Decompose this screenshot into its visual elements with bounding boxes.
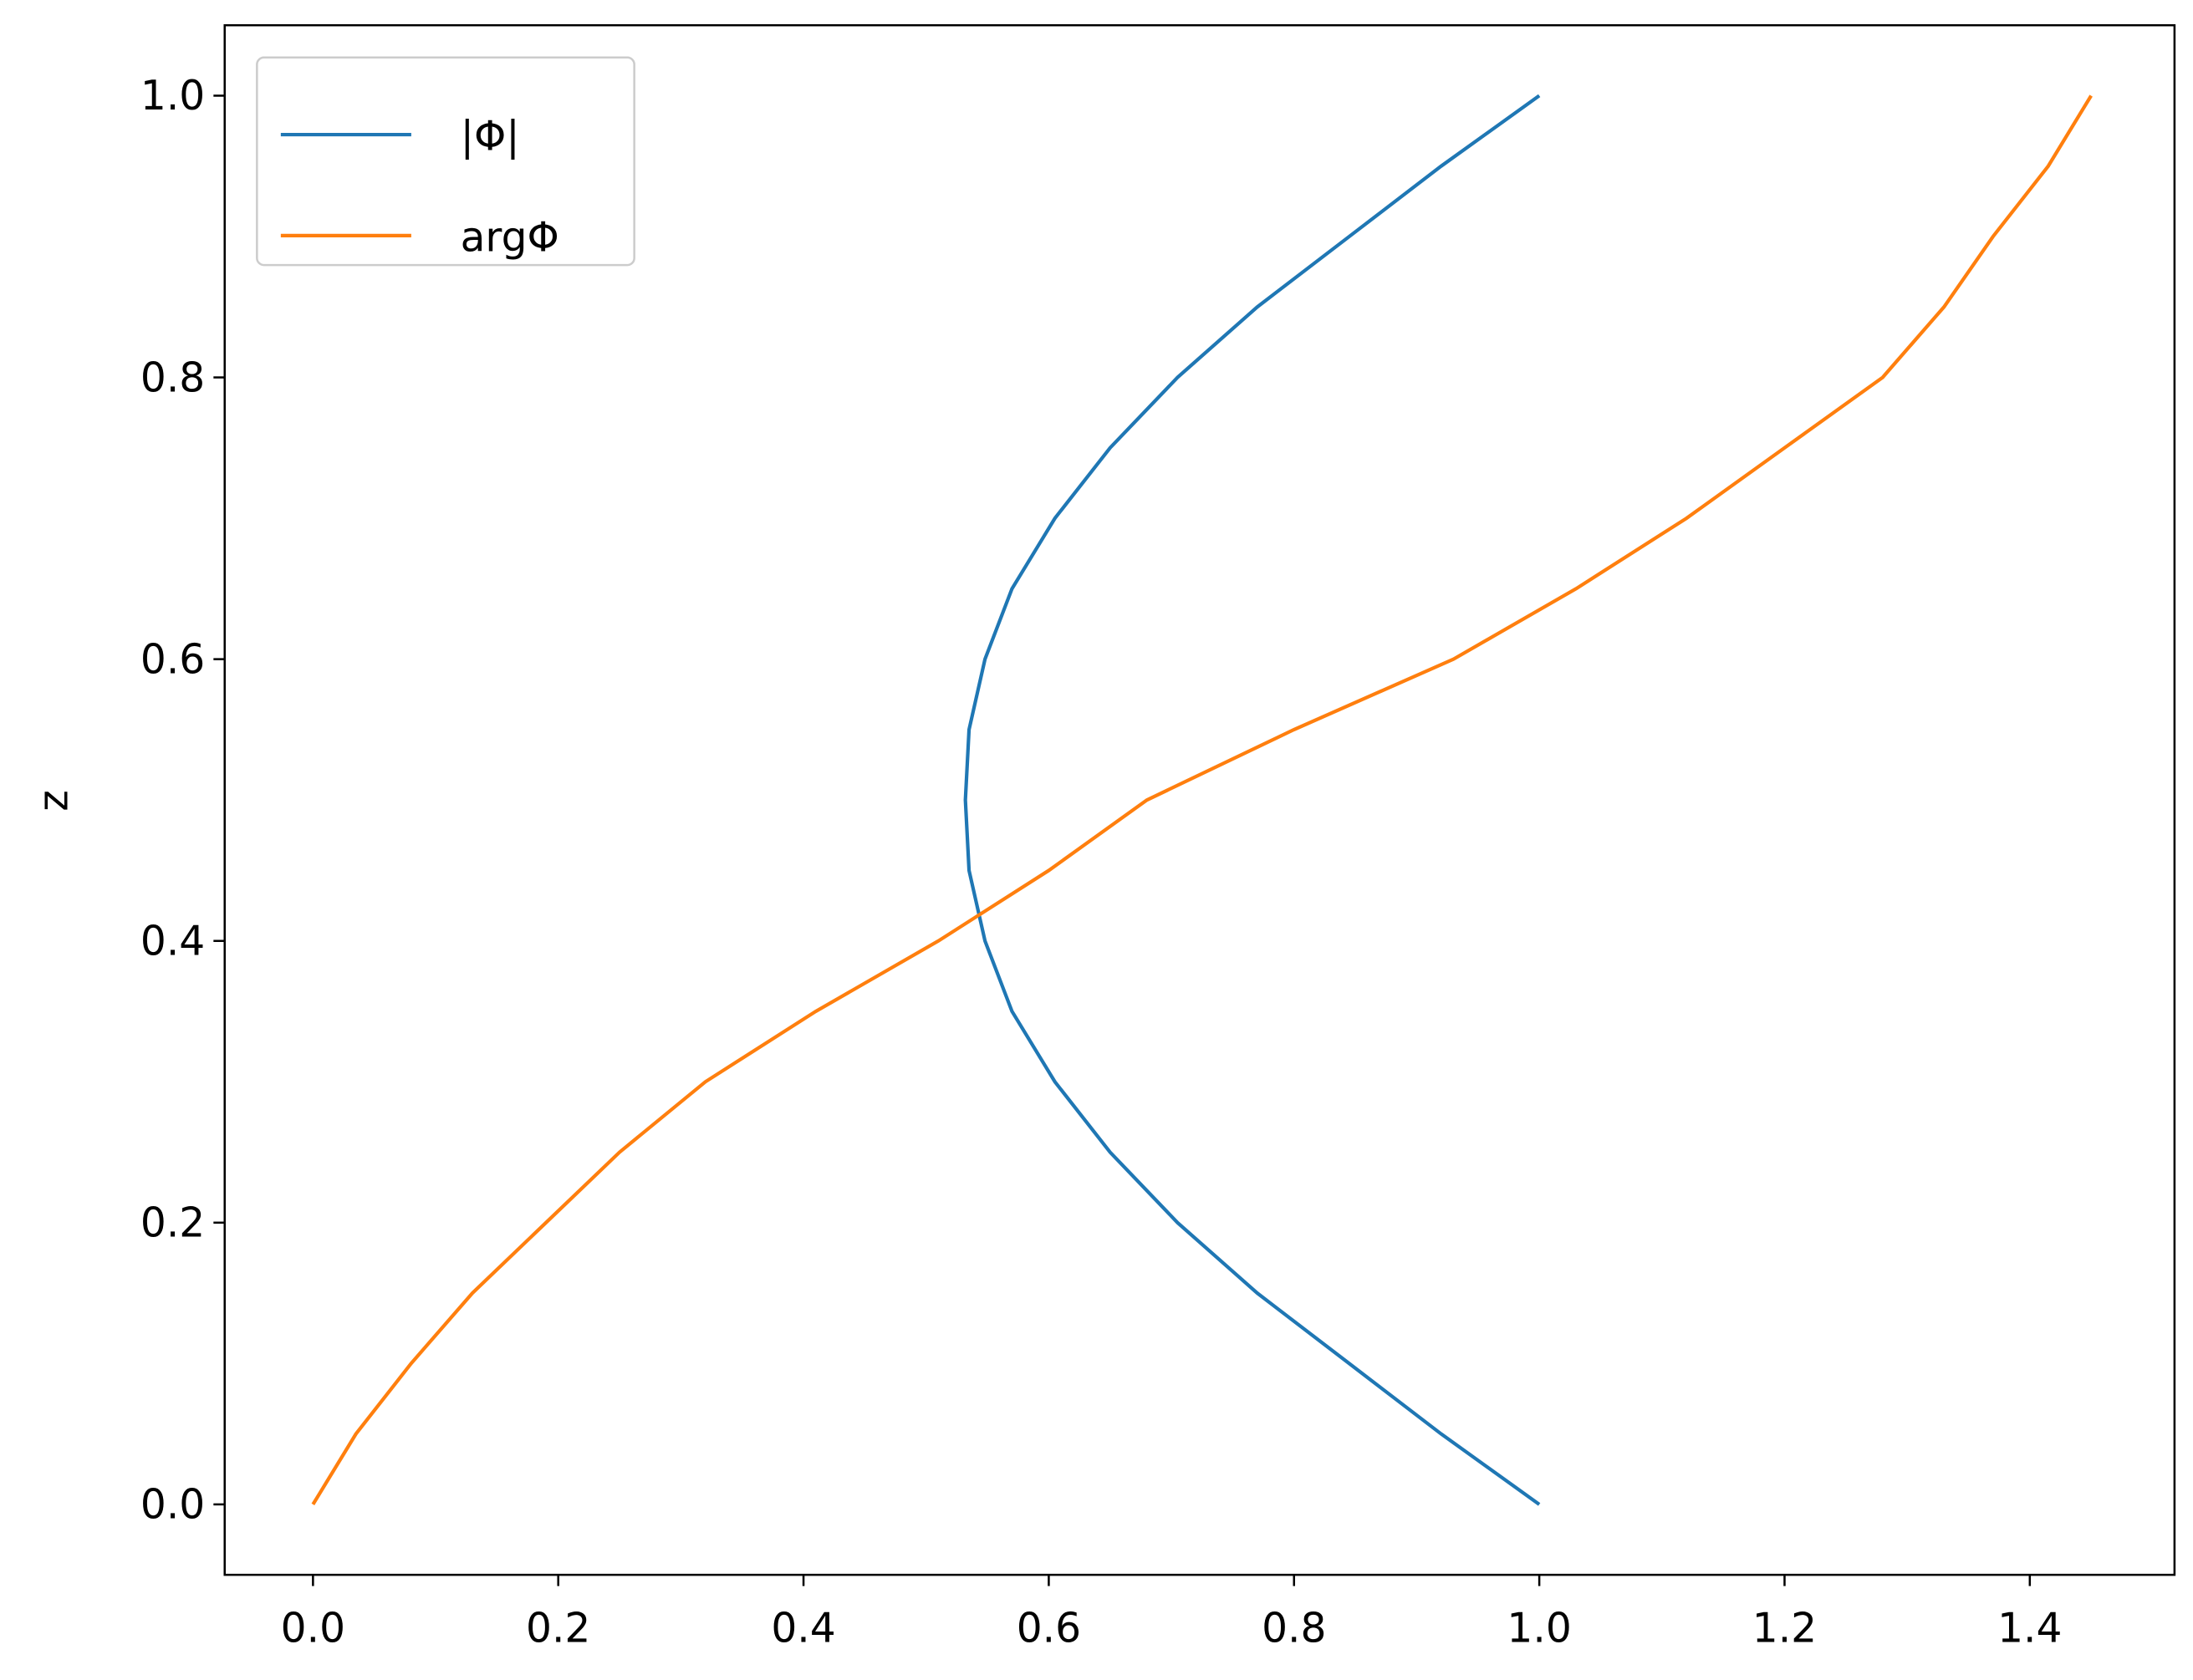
x-tick-label: 1.2 xyxy=(1752,1606,1817,1652)
data-line xyxy=(963,94,1541,1506)
y-axis-label: z xyxy=(30,790,77,812)
x-tick-label: 0.8 xyxy=(1262,1606,1326,1652)
x-tick-label: 0.0 xyxy=(281,1606,345,1652)
legend-label: |Φ| xyxy=(461,114,520,160)
x-tick-label: 0.6 xyxy=(1017,1606,1081,1652)
x-tick-label: 0.2 xyxy=(526,1606,590,1652)
legend-box xyxy=(256,56,635,267)
x-tick-label: 1.4 xyxy=(1997,1606,2062,1652)
plot-frame xyxy=(223,23,2176,1576)
y-tick-label: 1.0 xyxy=(140,73,205,120)
y-tick-label: 0.8 xyxy=(140,354,205,401)
x-tick-label: 1.0 xyxy=(1507,1606,1571,1652)
legend-label: argΦ xyxy=(461,214,559,261)
y-tick-label: 0.0 xyxy=(140,1482,205,1529)
data-line xyxy=(311,94,2093,1505)
y-tick-label: 0.6 xyxy=(140,636,205,683)
y-tick-label: 0.4 xyxy=(140,919,205,965)
x-tick-label: 0.4 xyxy=(771,1606,835,1652)
y-tick-label: 0.2 xyxy=(140,1200,205,1247)
